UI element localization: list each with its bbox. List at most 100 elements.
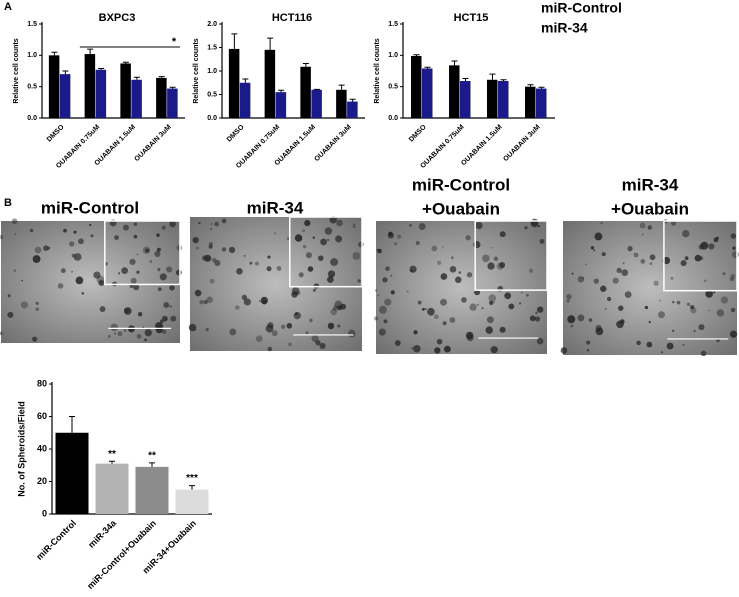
spheroid-dot <box>317 255 324 261</box>
spheroid-dot <box>670 220 677 226</box>
significance: * <box>172 36 177 48</box>
spheroid-dot <box>133 222 138 226</box>
spheroid-dot <box>75 276 84 285</box>
error-whisker <box>189 485 195 490</box>
micrograph <box>376 221 547 354</box>
y-tick-label: 1.0 <box>388 52 398 59</box>
x-tick-label: miR-34a <box>86 517 119 550</box>
spheroid-dot <box>288 342 292 347</box>
spheroid-dot <box>71 253 76 258</box>
error-bar <box>489 73 496 80</box>
spheroid-dot <box>81 292 85 295</box>
spheroid-dot <box>302 245 307 249</box>
spheroid-dot <box>337 324 341 328</box>
spheroid-dot <box>465 331 474 340</box>
spheroid-dot <box>327 276 334 283</box>
spheroid-dot <box>382 277 388 283</box>
bar <box>228 48 240 118</box>
x-tick-label: DMSO <box>408 123 428 143</box>
spheroid-dot <box>329 216 337 224</box>
bar <box>300 66 311 118</box>
error-whisker <box>278 89 285 93</box>
spheroid-dot <box>210 223 213 225</box>
spheroid-dot <box>390 290 395 295</box>
bar <box>95 69 107 118</box>
y-tick-label: 1.0 <box>27 52 37 59</box>
error-bar <box>500 79 507 82</box>
spheroid-dot <box>296 290 301 296</box>
spheroid-dot <box>304 220 311 227</box>
spheroid-dot <box>443 345 451 353</box>
error-whisker <box>489 73 496 80</box>
spheroid-dot <box>375 289 377 292</box>
spheroid-dot <box>730 273 736 279</box>
y-axis-label: Relative cell counts <box>193 38 200 103</box>
spheroid-dot <box>672 329 675 332</box>
spheroid-dot <box>440 298 448 306</box>
spheroid-dot <box>451 256 454 259</box>
spheroid-dot <box>274 232 277 235</box>
error-whisker <box>87 48 94 55</box>
error-bar <box>451 60 458 66</box>
spheroid-dot <box>195 246 199 250</box>
spheroid-dot <box>32 336 38 342</box>
spheroid-dot <box>162 329 167 334</box>
x-tick-label: miR-Control <box>34 518 78 562</box>
error-bar <box>51 51 58 56</box>
bar <box>487 79 498 118</box>
x-tick-label: DMSO <box>226 123 246 143</box>
spheroid-dot <box>722 272 726 276</box>
spheroid-dot <box>384 298 392 306</box>
spheroid-dot <box>13 269 17 272</box>
spheroid-dot <box>199 299 204 305</box>
inset <box>474 220 548 291</box>
bar <box>156 77 167 118</box>
spheroid-dot <box>449 317 456 323</box>
error-bar <box>527 84 534 87</box>
error-bar <box>349 98 356 102</box>
spheroid-dot <box>32 255 41 263</box>
error-bar <box>169 86 176 89</box>
error-whisker <box>500 79 507 82</box>
error-bar <box>149 462 155 467</box>
image-title: miR-Control <box>412 175 510 194</box>
spheroid-dot <box>499 261 506 268</box>
spheroid-dot <box>336 219 343 227</box>
spheroid-dot <box>169 285 175 291</box>
spheroid-dot <box>698 324 705 331</box>
error-whisker <box>169 86 176 89</box>
spheroid-dot <box>228 246 236 253</box>
spheroid-dot <box>636 340 641 346</box>
spheroid-dot <box>616 267 622 273</box>
spheroid-dot <box>566 293 572 300</box>
spheroid-dot <box>156 233 160 237</box>
error-bar <box>69 416 75 433</box>
spheroid-dot <box>73 253 82 261</box>
spheroid-dot <box>319 342 326 349</box>
y-tick-label: 0.5 <box>27 84 37 91</box>
spheroid-dot <box>144 338 147 342</box>
inset <box>289 216 363 288</box>
spheroid-dot <box>243 254 246 257</box>
spheroid-dot <box>136 334 142 339</box>
spheroid-dot <box>524 226 528 230</box>
spheroid-dot <box>11 218 18 224</box>
spheroid-dot <box>377 294 380 297</box>
spheroid-dot <box>305 331 309 334</box>
spheroid-dot <box>730 307 736 313</box>
image-title: +Ouabain <box>611 199 689 218</box>
spheroid-dot <box>74 258 76 261</box>
spheroid-dot <box>659 299 661 302</box>
spheroid-dot <box>520 291 523 294</box>
spheroid-dot <box>192 236 199 244</box>
spheroid-dot <box>731 251 739 259</box>
y-tick-label: 0.0 <box>388 115 398 122</box>
spheroid-dot <box>388 231 393 237</box>
error-bar <box>338 84 345 90</box>
spheroid-dot <box>29 228 34 233</box>
x-tick-label: OUABAIN 1.5uM <box>460 124 504 168</box>
spheroid-dot <box>690 307 697 314</box>
spheroid-dot <box>320 238 327 246</box>
spheroid-dot <box>198 221 201 225</box>
spheroid-dot <box>206 296 213 303</box>
